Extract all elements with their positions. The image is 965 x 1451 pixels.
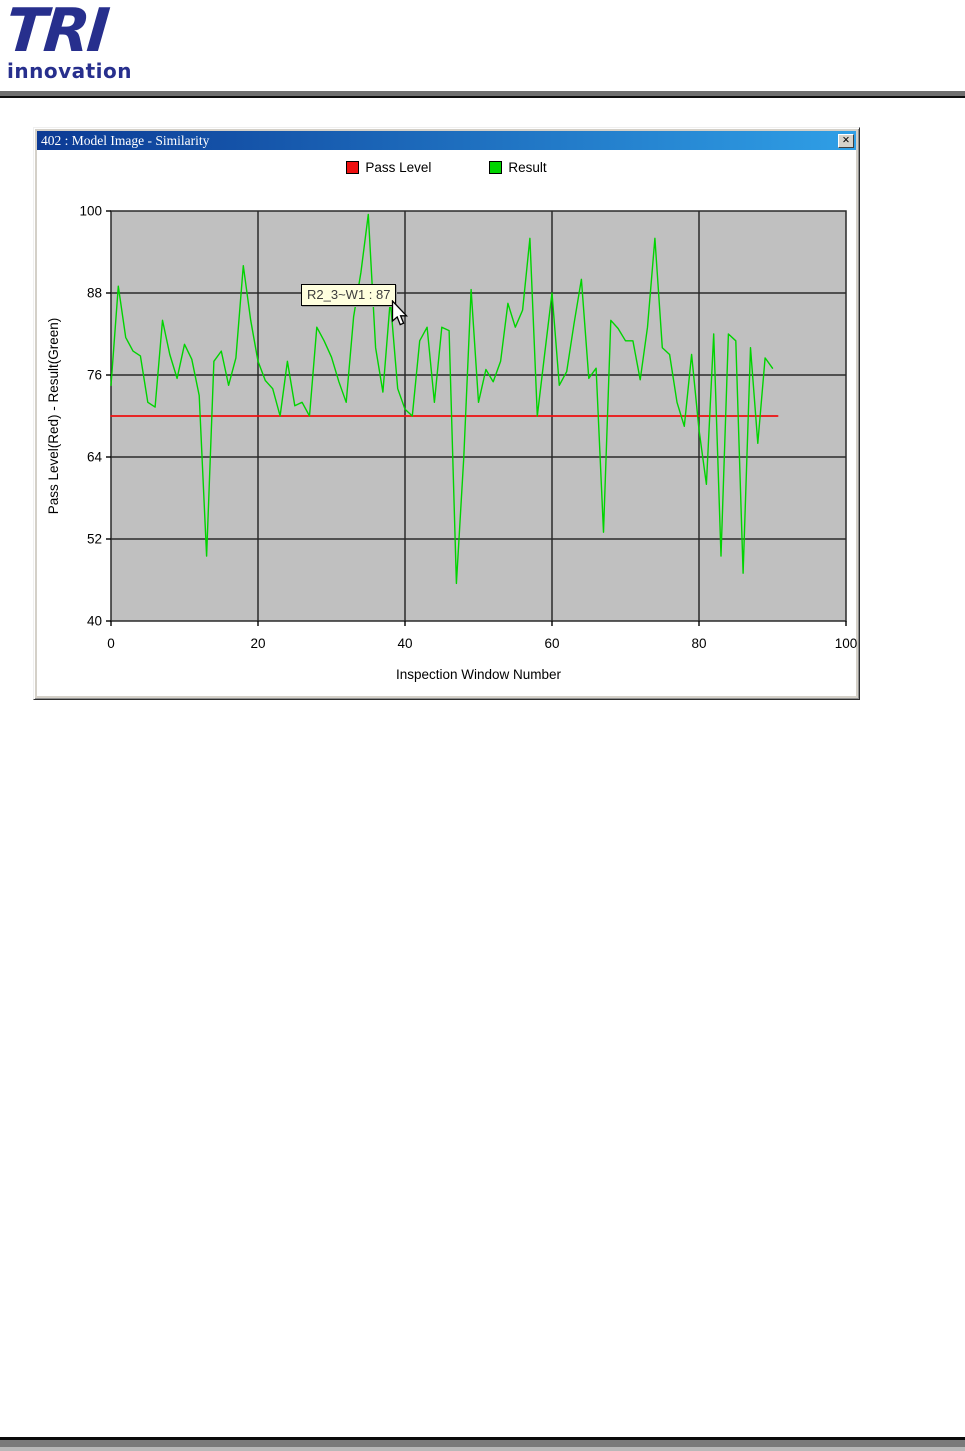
footer-rule-lightgray <box>0 1447 965 1451</box>
logo-text: TRI <box>2 0 110 66</box>
logo-subtext: innovation <box>7 59 132 83</box>
dialog-window: 402 : Model Image - Similarity ✕ 0 20 40 60… <box>33 127 860 700</box>
svg-text:64: 64 <box>87 450 103 465</box>
footer-rule-black <box>0 1437 965 1440</box>
footer-rule-gray <box>0 1440 965 1447</box>
svg-text:40: 40 <box>397 636 412 651</box>
svg-text:40: 40 <box>87 614 102 629</box>
svg-text:20: 20 <box>250 636 265 651</box>
mouse-cursor-icon <box>391 300 409 326</box>
window-title: 402 : Model Image - Similarity <box>41 132 210 148</box>
svg-text:60: 60 <box>544 636 559 651</box>
svg-text:88: 88 <box>87 286 102 301</box>
svg-text:Pass Level(Red) - Result(Green: Pass Level(Red) - Result(Green) <box>46 318 61 515</box>
header-rule <box>0 91 965 98</box>
close-icon: ✕ <box>842 135 850 146</box>
svg-text:0: 0 <box>107 636 115 651</box>
chart-canvas[interactable]: 0 20 40 60 80 100 40 52 64 76 88 100 Inspection Wind… <box>37 150 858 698</box>
svg-text:76: 76 <box>87 368 102 383</box>
svg-text:100: 100 <box>835 636 858 651</box>
svg-text:100: 100 <box>79 204 102 219</box>
tri-logo: TRI innovation <box>2 0 136 90</box>
chart-panel: 0 20 40 60 80 100 40 52 64 76 88 100 Inspection Wind… <box>37 150 858 698</box>
tooltip-text: R2_3~W1 : 87 <box>307 287 391 302</box>
svg-text:52: 52 <box>87 532 102 547</box>
title-bar[interactable]: 402 : Model Image - Similarity ✕ <box>37 131 856 150</box>
svg-text:80: 80 <box>691 636 706 651</box>
close-button[interactable]: ✕ <box>838 133 854 148</box>
svg-text:Inspection Window Number: Inspection Window Number <box>396 667 562 682</box>
data-tooltip: R2_3~W1 : 87 <box>301 284 397 306</box>
